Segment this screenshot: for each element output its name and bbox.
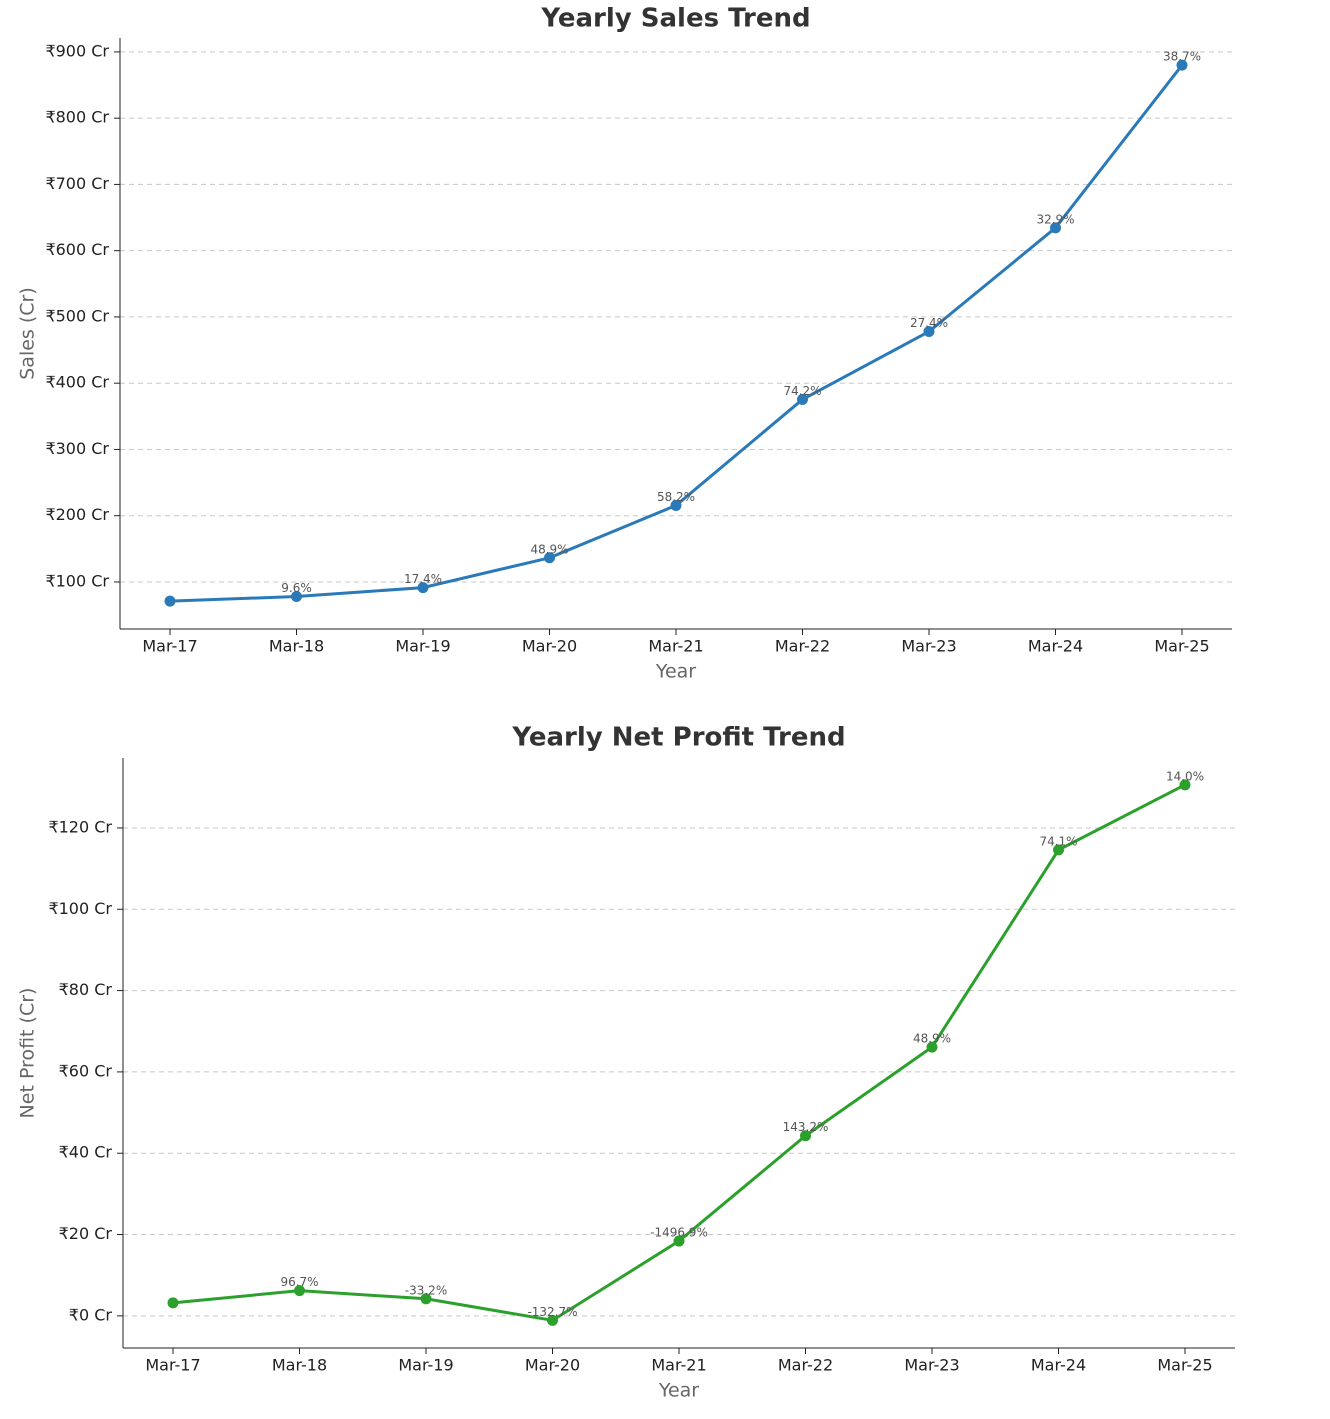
y-tick-label: ₹80 Cr [59, 980, 113, 999]
x-tick-label: Mar-19 [395, 637, 450, 656]
marker [291, 591, 302, 603]
marker [923, 326, 935, 338]
marker [164, 595, 176, 607]
x-tick-label: Mar-22 [778, 1356, 833, 1375]
chart: Yearly Sales Trend Year Sales (Cr) ₹100 Cr ₹… [17, 4, 1232, 683]
marker [800, 1130, 811, 1142]
x-tick-label: Mar-21 [651, 1356, 706, 1375]
y-tick-label: ₹800 Cr [45, 108, 109, 127]
y-tick-label: ₹100 Cr [48, 899, 112, 918]
marker [547, 1314, 558, 1326]
growth-label: -1496.9% [650, 1226, 708, 1240]
y-tick-label: ₹120 Cr [48, 817, 112, 836]
growth-label: -132.7% [527, 1305, 577, 1319]
growth-label: 27.4% [910, 316, 948, 330]
y-tick-label: ₹700 Cr [45, 174, 109, 193]
marker [294, 1285, 305, 1297]
marker [544, 552, 555, 564]
growth-label: 38.7% [1163, 50, 1201, 64]
y-tick-label: ₹500 Cr [45, 306, 109, 325]
x-tick-label: Mar-20 [525, 1356, 580, 1375]
x-tick-label: Mar-17 [145, 1356, 200, 1375]
growth-label: 74.2% [783, 384, 821, 398]
x-tick-label: Mar-22 [775, 637, 830, 656]
growth-label: 58.2% [657, 490, 695, 504]
growth-label: 96.7% [280, 1275, 318, 1289]
x-tick-label: Mar-17 [142, 637, 197, 656]
x-tick-label: Mar-24 [1028, 637, 1083, 656]
marker [1176, 59, 1188, 71]
y-tick-label: ₹0 Cr [69, 1305, 113, 1324]
y-tick-label: ₹400 Cr [45, 373, 109, 392]
growth-label: 74.1% [1039, 834, 1077, 848]
marker [417, 582, 429, 594]
x-tick-label: Mar-25 [1154, 637, 1209, 656]
chart-title: Yearly Net Profit Trend [511, 723, 845, 753]
x-tick-label: Mar-25 [1157, 1356, 1212, 1375]
x-tick-label: Mar-20 [522, 637, 577, 656]
x-tick-label: Mar-23 [904, 1356, 959, 1375]
marker [167, 1297, 179, 1309]
marker [797, 393, 808, 405]
y-tick-label: ₹40 Cr [59, 1143, 113, 1162]
marker [926, 1041, 938, 1053]
marker [1050, 222, 1061, 234]
chart-title: Yearly Sales Trend [540, 4, 810, 34]
growth-label: 48.9% [530, 542, 568, 556]
x-tick-label: Mar-18 [272, 1356, 327, 1375]
growth-label: 17.4% [404, 572, 442, 586]
y-axis-label: Sales (Cr) [17, 287, 39, 380]
x-tick-label: Mar-19 [398, 1356, 453, 1375]
x-axis-label: Year [655, 661, 696, 683]
x-tick-label: Mar-24 [1031, 1356, 1086, 1375]
chart: Yearly Net Profit Trend Year Net Profit (C… [17, 723, 1235, 1402]
y-tick-label: ₹600 Cr [45, 240, 109, 259]
growth-label: 32.9% [1036, 212, 1074, 226]
marker [420, 1293, 432, 1305]
y-tick-label: ₹60 Cr [59, 1061, 113, 1080]
y-tick-label: ₹100 Cr [45, 571, 109, 590]
marker [673, 1235, 685, 1247]
growth-label: 48.9% [913, 1032, 951, 1046]
x-tick-label: Mar-23 [901, 637, 956, 656]
y-axis-label: Net Profit (Cr) [17, 988, 39, 1119]
growth-label: -33.2% [405, 1283, 447, 1297]
x-tick-label: Mar-21 [648, 637, 703, 656]
growth-label: 9.6% [281, 581, 312, 595]
growth-label: 143.2% [783, 1120, 829, 1134]
marker [1179, 779, 1191, 791]
y-tick-label: ₹20 Cr [59, 1224, 113, 1243]
y-tick-label: ₹300 Cr [45, 439, 109, 458]
marker [670, 499, 682, 511]
x-tick-label: Mar-18 [269, 637, 324, 656]
x-axis-label: Year [658, 1380, 699, 1402]
line [169, 64, 1184, 603]
growth-label: 14.0% [1166, 769, 1204, 783]
y-tick-label: ₹900 Cr [45, 41, 109, 60]
marker [1053, 844, 1064, 856]
y-tick-label: ₹200 Cr [45, 505, 109, 524]
